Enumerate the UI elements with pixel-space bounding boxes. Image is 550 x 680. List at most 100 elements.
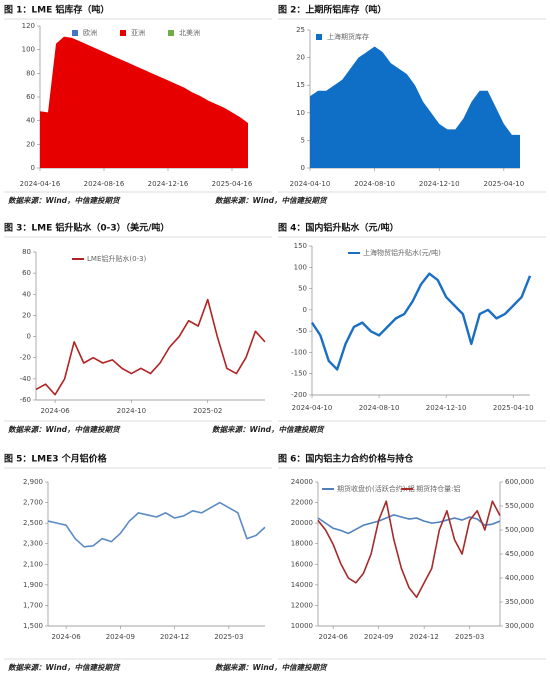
y-tick-label: 15 — [296, 81, 305, 89]
legend-label: 上海期货库存 — [327, 32, 369, 41]
y-tick-label: -40 — [20, 375, 31, 383]
x-tick-label: 2025-03 — [455, 633, 484, 641]
y-tick-label: -100 — [291, 348, 307, 356]
legend-label: 上海物贸铝升贴水(元/吨) — [363, 248, 441, 257]
y-tick-label: -20 — [20, 354, 31, 362]
y-tick-label: 18000 — [291, 540, 313, 548]
y-tick-label: 120 — [22, 22, 35, 30]
y-tick-label: 80 — [26, 69, 35, 77]
source-note: 数据来源：Wind，中信建投期货 — [215, 663, 328, 672]
y-tick-label: 25 — [296, 26, 305, 34]
x-tick-label: 2024-09 — [364, 633, 393, 641]
x-tick-label: 2024-12 — [160, 633, 189, 641]
x-tick-label: 2025-03 — [214, 633, 243, 641]
y-tick-label: 100 — [294, 263, 307, 271]
y2-tick-label: 500,000 — [505, 526, 534, 534]
y-tick-label: 150 — [294, 242, 307, 250]
chart-title: 图 3：LME 铝升贴水（0-3）（美元/吨） — [4, 222, 169, 234]
chart-title: 图 1：LME 铝库存（吨） — [4, 4, 109, 16]
chart-title: 图 4：国内铝升贴水（元/吨） — [278, 222, 399, 234]
y-tick-label: 2,300 — [23, 540, 43, 548]
source-note: 数据来源：Wind，中信建投期货 — [8, 663, 121, 672]
y2-tick-label: 450,000 — [505, 550, 534, 558]
y-tick-label: 60 — [22, 269, 31, 277]
x-tick-label: 2024-12-10 — [426, 404, 467, 412]
x-tick-label: 2024-06 — [40, 407, 70, 415]
y-tick-label: 2,100 — [23, 560, 43, 568]
x-tick-label: 2025-02 — [193, 407, 222, 415]
legend-swatch — [120, 30, 126, 36]
legend-label: 欧洲 — [83, 28, 97, 37]
y-tick-label: 20 — [22, 311, 31, 319]
line — [317, 500, 501, 598]
y2-tick-label: 600,000 — [505, 478, 534, 486]
y-tick-label: 20000 — [291, 519, 313, 527]
y-tick-label: 10 — [296, 109, 305, 117]
y-tick-label: 2,500 — [23, 519, 43, 527]
y-tick-label: 100 — [22, 46, 35, 54]
legend-label: 期货收盘价(活跃合约):铝 — [337, 484, 415, 493]
y2-tick-label: 300,000 — [505, 622, 534, 630]
y2-tick-label: 550,000 — [505, 502, 534, 510]
x-tick-label: 2024-04-10 — [290, 180, 331, 188]
y-tick-label: 16000 — [291, 560, 313, 568]
x-tick-label: 2024-12-10 — [419, 180, 460, 188]
x-tick-label: 2024-08-10 — [359, 404, 400, 412]
y-tick-label: 10000 — [291, 622, 313, 630]
y-tick-label: 0 — [31, 164, 35, 172]
x-tick-label: 2024-09 — [106, 633, 135, 641]
y-tick-label: 60 — [26, 93, 35, 101]
y-tick-label: 40 — [22, 290, 31, 298]
y2-tick-label: 400,000 — [505, 574, 534, 582]
legend-swatch — [316, 34, 322, 40]
x-tick-label: 2024-04-16 — [20, 180, 61, 188]
legend-label: 亚洲 — [131, 29, 145, 37]
y-tick-label: 5 — [301, 136, 305, 144]
x-tick-label: 2024-12 — [410, 633, 439, 641]
y-tick-label: -200 — [291, 391, 307, 399]
source-note: 数据来源：Wind，中信建投期货 — [212, 425, 325, 434]
y-tick-label: 1,900 — [23, 581, 43, 589]
area — [40, 36, 248, 169]
y-tick-label: 1,700 — [23, 601, 43, 609]
legend-swatch — [168, 30, 174, 36]
y-tick-label: 0 — [301, 164, 305, 172]
source-note: 数据来源：Wind，中信建投期货 — [215, 196, 328, 205]
source-note: 数据来源：Wind，中信建投期货 — [8, 425, 121, 434]
line — [35, 298, 266, 396]
legend-label: 北美洲 — [179, 28, 200, 37]
x-tick-label: 2025-04-10 — [493, 404, 534, 412]
y-tick-label: 22000 — [291, 499, 313, 507]
y-tick-label: 2,700 — [23, 499, 43, 507]
y-tick-label: 80 — [22, 248, 31, 256]
y-tick-label: 2,900 — [23, 478, 43, 486]
chart-title: 图 5：LME3 个月铝价格 — [4, 453, 108, 465]
y-tick-label: 0 — [303, 306, 307, 314]
y-tick-label: -60 — [20, 396, 31, 404]
y-tick-label: 20 — [26, 140, 35, 148]
y-tick-label: 24000 — [291, 478, 313, 486]
area — [310, 46, 520, 169]
x-tick-label: 2024-08-16 — [84, 180, 125, 188]
y-tick-label: 1,500 — [23, 622, 43, 630]
x-tick-label: 2024-06 — [319, 633, 349, 641]
x-tick-label: 2024-10 — [117, 407, 146, 415]
y-tick-label: 12000 — [291, 601, 313, 609]
x-tick-label: 2024-08-10 — [354, 180, 395, 188]
chart-title: 图 6：国内铝主力合约价格与持仓 — [278, 453, 414, 465]
y-tick-label: -50 — [296, 327, 307, 335]
legend-label: LME铝升贴水(0-3) — [87, 254, 147, 263]
legend-label: 期货持仓量:铝 — [416, 484, 460, 493]
x-tick-label: 2025-04-16 — [212, 180, 253, 188]
line — [317, 514, 501, 535]
x-tick-label: 2024-12-16 — [148, 180, 189, 188]
y-tick-label: 0 — [27, 333, 31, 341]
y2-tick-label: 350,000 — [505, 598, 534, 606]
x-tick-label: 2024-06 — [51, 633, 81, 641]
y-tick-label: 14000 — [291, 581, 313, 589]
y-tick-label: 50 — [298, 285, 307, 293]
source-note: 数据来源：Wind，中信建投期货 — [8, 196, 121, 205]
x-tick-label: 2024-04-10 — [292, 404, 333, 412]
line — [310, 272, 532, 371]
